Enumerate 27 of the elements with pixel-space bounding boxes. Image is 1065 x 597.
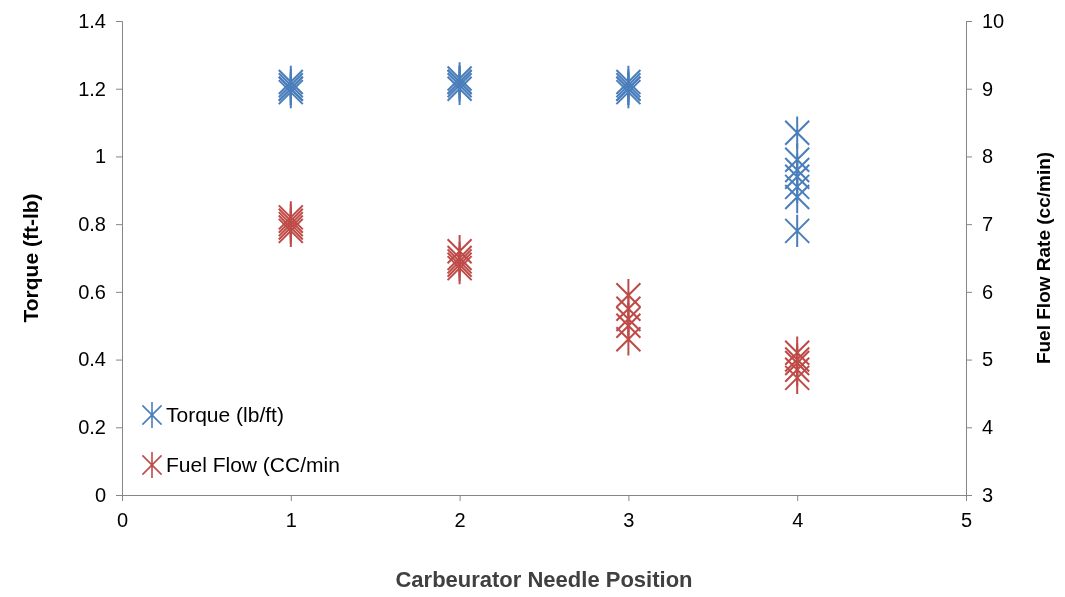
x-tick-label: 5 xyxy=(960,509,973,532)
y2-tick-label: 8 xyxy=(982,145,994,168)
y2-axis-title: Fuel Flow Rate (cc/min) xyxy=(1033,151,1054,365)
y-tick-label: 0.2 xyxy=(78,416,106,439)
y-tick-label: 0.4 xyxy=(78,348,106,371)
x-axis-title: Carbeurator Needle Position xyxy=(395,567,693,592)
y-tick-label: 1 xyxy=(94,145,106,168)
y2-tick-label: 4 xyxy=(982,416,994,439)
y2-tick-label: 10 xyxy=(982,9,1005,32)
x-tick-label: 3 xyxy=(623,509,635,532)
x-tick-label: 0 xyxy=(116,509,129,532)
y2-tick-label: 3 xyxy=(982,483,994,506)
x-tick-label: 4 xyxy=(792,509,804,532)
y2-tick-label: 5 xyxy=(982,348,994,371)
y2-tick-label: 9 xyxy=(982,77,994,100)
y-tick-label: 1.2 xyxy=(78,77,106,100)
legend-label: Fuel Flow (CC/min xyxy=(166,453,340,476)
x-tick-label: 2 xyxy=(454,509,466,532)
y-axis-title: Torque (ft-lb) xyxy=(19,193,42,323)
y-tick-label: 1.4 xyxy=(78,9,106,32)
y2-tick-label: 6 xyxy=(982,280,994,303)
y-tick-label: 0.6 xyxy=(78,280,106,303)
x-tick-label: 1 xyxy=(285,509,297,532)
y-tick-label: 0 xyxy=(94,483,106,506)
legend-label: Torque (lb/ft) xyxy=(166,403,284,426)
y-tick-label: 0.8 xyxy=(78,213,106,236)
y2-tick-label: 7 xyxy=(982,213,994,236)
